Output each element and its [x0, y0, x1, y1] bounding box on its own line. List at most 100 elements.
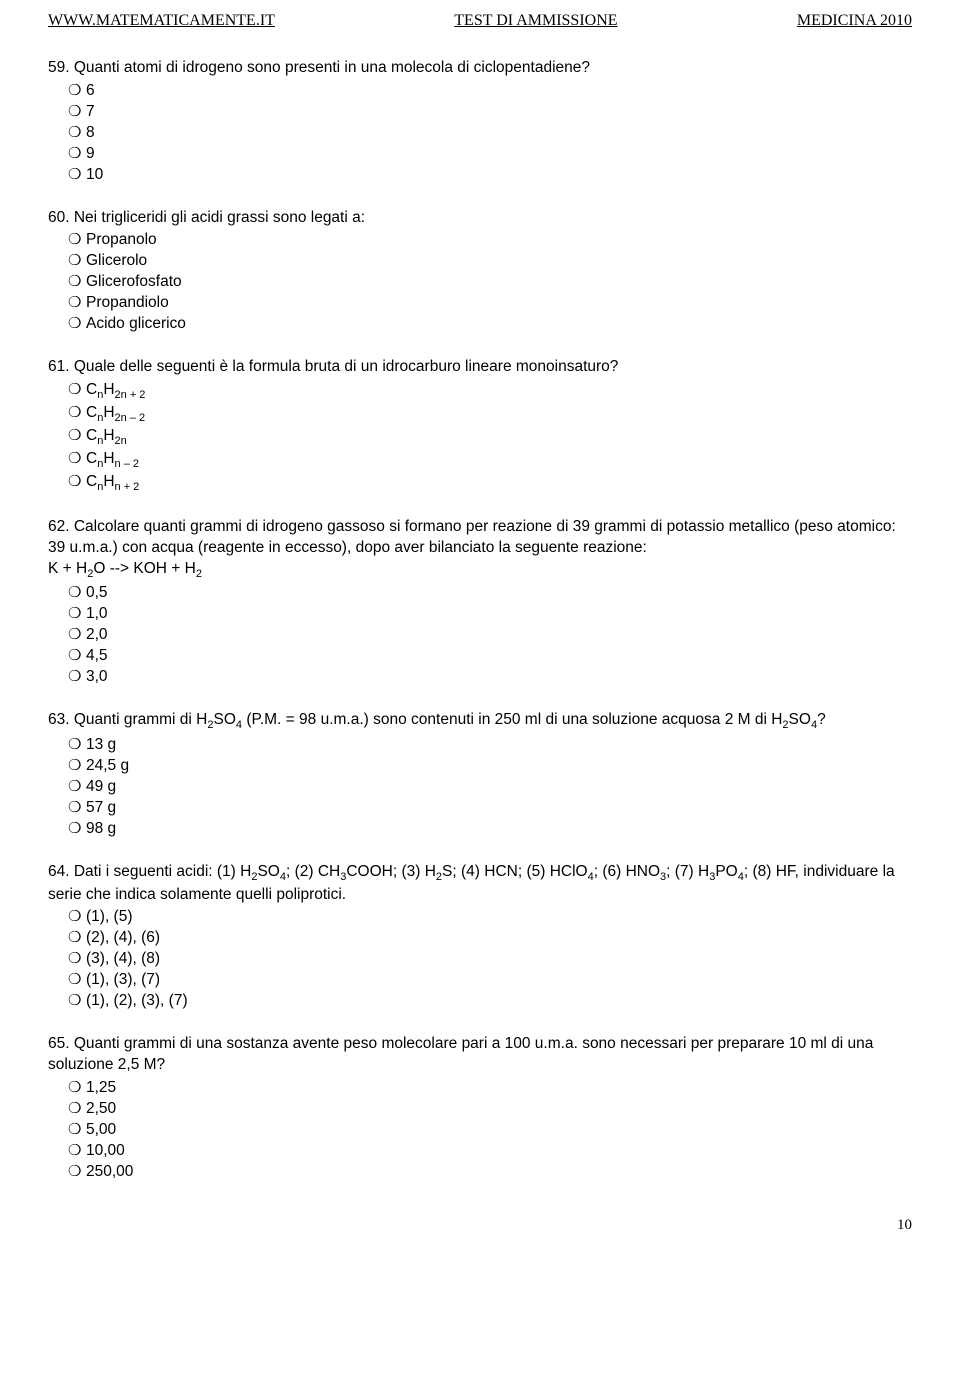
option-text: (1), (3), (7)	[86, 970, 912, 991]
radio-icon: ❍	[68, 472, 86, 492]
option-text: 7	[86, 102, 912, 123]
option-text: Glicerofosfato	[86, 272, 912, 293]
option-text: (2), (4), (6)	[86, 928, 912, 949]
radio-icon: ❍	[68, 991, 86, 1011]
option-text: 98 g	[86, 819, 912, 840]
radio-icon: ❍	[68, 230, 86, 250]
option-text: 250,00	[86, 1162, 912, 1183]
options-list: ❍(1), (5)❍(2), (4), (6)❍(3), (4), (8)❍(1…	[48, 907, 912, 1012]
question-text: 59. Quanti atomi di idrogeno sono presen…	[48, 58, 912, 79]
option-row[interactable]: ❍(1), (3), (7)	[68, 970, 912, 991]
option-text: 2,50	[86, 1099, 912, 1120]
radio-icon: ❍	[68, 1099, 86, 1119]
option-row[interactable]: ❍250,00	[68, 1162, 912, 1183]
option-text: 10,00	[86, 1141, 912, 1162]
option-row[interactable]: ❍5,00	[68, 1120, 912, 1141]
radio-icon: ❍	[68, 251, 86, 271]
radio-icon: ❍	[68, 403, 86, 423]
option-row[interactable]: ❍CnH2n – 2	[68, 403, 912, 426]
question-text: 64. Dati i seguenti acidi: (1) H2SO4; (2…	[48, 862, 912, 906]
radio-icon: ❍	[68, 1078, 86, 1098]
option-text: CnH2n	[86, 426, 912, 449]
option-row[interactable]: ❍10	[68, 165, 912, 186]
option-row[interactable]: ❍9	[68, 144, 912, 165]
option-row[interactable]: ❍57 g	[68, 798, 912, 819]
radio-icon: ❍	[68, 777, 86, 797]
option-row[interactable]: ❍CnHn + 2	[68, 472, 912, 495]
option-text: CnH2n + 2	[86, 380, 912, 403]
question-block: 65. Quanti grammi di una sostanza avente…	[48, 1034, 912, 1182]
radio-icon: ❍	[68, 380, 86, 400]
question-text: 65. Quanti grammi di una sostanza avente…	[48, 1034, 912, 1076]
option-row[interactable]: ❍Propandiolo	[68, 293, 912, 314]
options-list: ❍Propanolo❍Glicerolo❍Glicerofosfato❍Prop…	[48, 230, 912, 335]
option-text: (1), (2), (3), (7)	[86, 991, 912, 1012]
option-row[interactable]: ❍(3), (4), (8)	[68, 949, 912, 970]
option-text: (3), (4), (8)	[86, 949, 912, 970]
radio-icon: ❍	[68, 1141, 86, 1161]
options-list: ❍1,25❍2,50❍5,00❍10,00❍250,00	[48, 1078, 912, 1183]
option-text: 1,25	[86, 1078, 912, 1099]
option-row[interactable]: ❍CnHn – 2	[68, 449, 912, 472]
option-row[interactable]: ❍1,25	[68, 1078, 912, 1099]
radio-icon: ❍	[68, 819, 86, 839]
option-row[interactable]: ❍2,50	[68, 1099, 912, 1120]
options-list: ❍0,5❍1,0❍2,0❍4,5❍3,0	[48, 583, 912, 688]
radio-icon: ❍	[68, 646, 86, 666]
radio-icon: ❍	[68, 970, 86, 990]
radio-icon: ❍	[68, 123, 86, 143]
option-row[interactable]: ❍(1), (2), (3), (7)	[68, 991, 912, 1012]
radio-icon: ❍	[68, 426, 86, 446]
radio-icon: ❍	[68, 165, 86, 185]
option-row[interactable]: ❍CnH2n	[68, 426, 912, 449]
option-text: CnH2n – 2	[86, 403, 912, 426]
option-text: CnHn – 2	[86, 449, 912, 472]
option-text: Propanolo	[86, 230, 912, 251]
option-row[interactable]: ❍3,0	[68, 667, 912, 688]
radio-icon: ❍	[68, 144, 86, 164]
option-row[interactable]: ❍Glicerolo	[68, 251, 912, 272]
option-text: 2,0	[86, 625, 912, 646]
option-row[interactable]: ❍4,5	[68, 646, 912, 667]
option-row[interactable]: ❍CnH2n + 2	[68, 380, 912, 403]
option-row[interactable]: ❍0,5	[68, 583, 912, 604]
option-text: Propandiolo	[86, 293, 912, 314]
question-text: 63. Quanti grammi di H2SO4 (P.M. = 98 u.…	[48, 710, 912, 733]
option-row[interactable]: ❍13 g	[68, 735, 912, 756]
option-row[interactable]: ❍1,0	[68, 604, 912, 625]
question-block: 64. Dati i seguenti acidi: (1) H2SO4; (2…	[48, 862, 912, 1012]
option-row[interactable]: ❍Acido glicerico	[68, 314, 912, 335]
options-list: ❍13 g❍24,5 g❍49 g❍57 g❍98 g	[48, 735, 912, 840]
option-row[interactable]: ❍7	[68, 102, 912, 123]
option-row[interactable]: ❍6	[68, 81, 912, 102]
option-row[interactable]: ❍98 g	[68, 819, 912, 840]
option-text: 49 g	[86, 777, 912, 798]
option-text: CnHn + 2	[86, 472, 912, 495]
option-row[interactable]: ❍(1), (5)	[68, 907, 912, 928]
option-row[interactable]: ❍2,0	[68, 625, 912, 646]
option-text: 6	[86, 81, 912, 102]
option-text: 13 g	[86, 735, 912, 756]
option-row[interactable]: ❍10,00	[68, 1141, 912, 1162]
page-header: WWW.MATEMATICAMENTE.IT TEST DI AMMISSION…	[48, 12, 912, 30]
option-text: Acido glicerico	[86, 314, 912, 335]
question-block: 63. Quanti grammi di H2SO4 (P.M. = 98 u.…	[48, 710, 912, 840]
header-center: TEST DI AMMISSIONE	[454, 12, 617, 30]
options-list: ❍CnH2n + 2❍CnH2n – 2❍CnH2n❍CnHn – 2❍CnHn…	[48, 380, 912, 495]
question-text: 62. Calcolare quanti grammi di idrogeno …	[48, 517, 912, 582]
option-row[interactable]: ❍(2), (4), (6)	[68, 928, 912, 949]
question-block: 60. Nei trigliceridi gli acidi grassi so…	[48, 208, 912, 336]
option-row[interactable]: ❍49 g	[68, 777, 912, 798]
option-text: 3,0	[86, 667, 912, 688]
option-text: Glicerolo	[86, 251, 912, 272]
option-row[interactable]: ❍Propanolo	[68, 230, 912, 251]
option-row[interactable]: ❍Glicerofosfato	[68, 272, 912, 293]
radio-icon: ❍	[68, 604, 86, 624]
option-row[interactable]: ❍8	[68, 123, 912, 144]
option-text: 24,5 g	[86, 756, 912, 777]
option-row[interactable]: ❍24,5 g	[68, 756, 912, 777]
radio-icon: ❍	[68, 735, 86, 755]
question-block: 61. Quale delle seguenti è la formula br…	[48, 357, 912, 495]
page-footer: 10	[48, 1217, 912, 1234]
options-list: ❍6❍7❍8❍9❍10	[48, 81, 912, 186]
